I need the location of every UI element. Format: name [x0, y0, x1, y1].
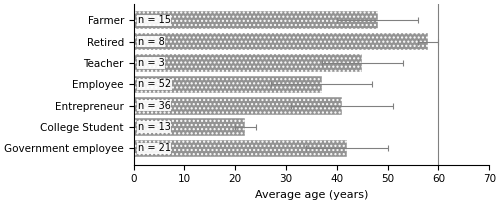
Text: n = 36: n = 36: [138, 101, 170, 111]
Bar: [134, 118, 246, 136]
X-axis label: Average age (years): Average age (years): [255, 190, 368, 200]
Text: n = 3: n = 3: [138, 58, 164, 68]
Text: n = 15: n = 15: [138, 15, 170, 25]
Text: n = 8: n = 8: [138, 37, 164, 47]
Bar: [134, 11, 378, 29]
Text: n = 52: n = 52: [138, 79, 171, 89]
Text: n = 13: n = 13: [138, 122, 170, 132]
Bar: [134, 76, 322, 93]
Text: n = 21: n = 21: [138, 143, 170, 153]
Bar: [134, 140, 347, 157]
Bar: [134, 97, 342, 114]
Bar: [134, 33, 428, 50]
Bar: [134, 54, 362, 72]
